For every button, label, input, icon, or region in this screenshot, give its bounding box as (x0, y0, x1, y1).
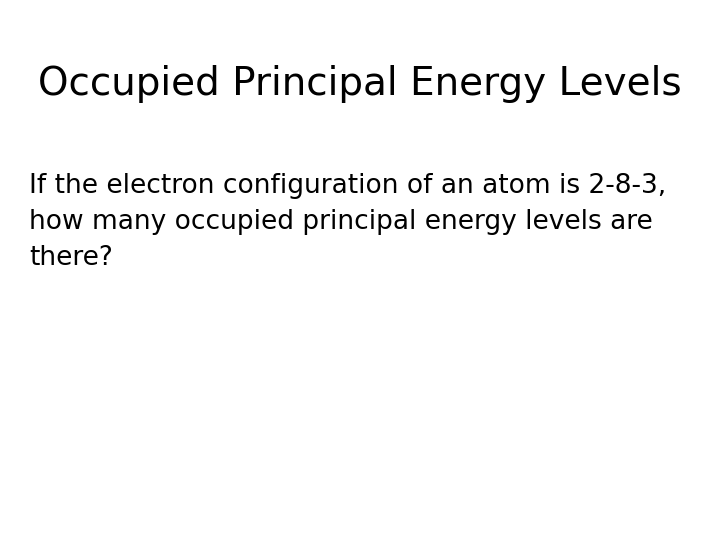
Text: Occupied Principal Energy Levels: Occupied Principal Energy Levels (38, 65, 682, 103)
Text: If the electron configuration of an atom is 2-8-3,
how many occupied principal e: If the electron configuration of an atom… (29, 173, 666, 271)
